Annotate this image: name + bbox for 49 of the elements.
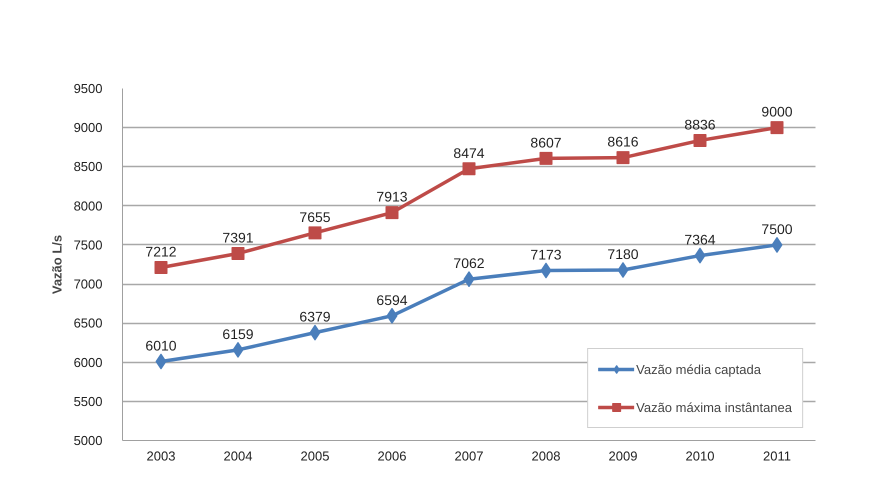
x-tick-label: 2011	[763, 448, 791, 464]
data-label: 6159	[222, 326, 254, 342]
point	[386, 206, 398, 220]
data-label: 8836	[684, 116, 716, 132]
data-label: 9000	[761, 104, 793, 120]
x-tick-label: 2007	[454, 448, 484, 464]
point	[694, 134, 706, 147]
y-tick-label: 5000	[74, 433, 102, 448]
y-tick-label: 7000	[74, 276, 102, 292]
point	[540, 152, 552, 165]
data-label: 8607	[530, 134, 562, 150]
data-label: 7173	[530, 246, 562, 263]
point	[770, 121, 784, 134]
y-tick-label: 6500	[74, 316, 102, 331]
data-label: 8474	[453, 144, 485, 161]
data-label: 7364	[684, 232, 716, 248]
y-tick-label: 8000	[74, 198, 102, 214]
point	[232, 246, 244, 260]
point	[154, 260, 168, 274]
data-label: 7655	[299, 208, 331, 225]
data-label: 7180	[607, 246, 639, 262]
x-tick-label: 2010	[686, 448, 714, 464]
data-label: 6010	[145, 337, 177, 354]
y-tick-label: 5500	[74, 394, 102, 409]
x-tick-label: 2005	[300, 448, 330, 464]
data-label: 7062	[453, 255, 485, 272]
y-tick-label: 9000	[74, 120, 102, 136]
data-label: 8616	[607, 134, 639, 150]
x-tick-label: 2009	[608, 448, 638, 464]
data-label: 7212	[145, 243, 177, 260]
x-tick-label: 2006	[378, 448, 406, 464]
data-label: 7913	[376, 188, 408, 205]
x-tick-label: 2004	[224, 448, 252, 464]
data-label: 7500	[761, 220, 793, 237]
data-label: 6594	[376, 292, 408, 308]
y-axis-title: Vazão L/s	[50, 234, 65, 294]
y-tick-label: 7500	[74, 237, 102, 252]
x-tick-label: 2003	[146, 448, 176, 464]
point	[462, 162, 476, 176]
legend-label: Vazão média captada	[636, 362, 761, 376]
x-tick-label: 2008	[532, 448, 560, 464]
legend-label: Vazão máxima instântanea	[636, 400, 792, 414]
data-label: 6379	[299, 308, 331, 325]
y-tick-label: 8500	[74, 159, 102, 174]
point	[308, 226, 322, 240]
data-label: 7391	[222, 229, 254, 246]
point	[616, 151, 630, 164]
y-tick-label: 6000	[74, 354, 102, 370]
y-tick-label: 9500	[74, 81, 102, 96]
